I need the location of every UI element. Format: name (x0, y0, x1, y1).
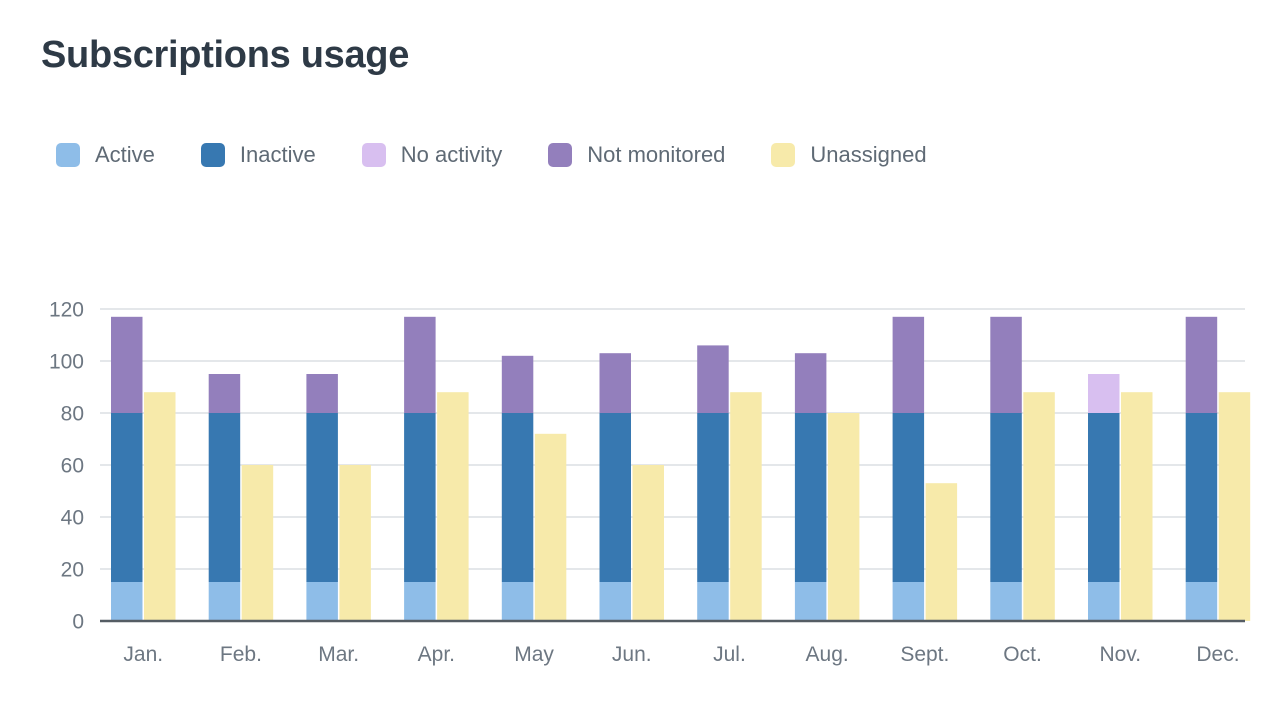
legend-item-not-monitored[interactable]: Not monitored (548, 142, 725, 168)
bar-unassigned (925, 483, 958, 621)
bar-active (501, 582, 534, 621)
x-tick-label: Aug. (806, 643, 849, 666)
x-tick-label: Feb. (220, 643, 262, 666)
bar-not-monitored (501, 355, 534, 413)
y-tick-label: 100 (49, 351, 84, 374)
bar-not-monitored (990, 316, 1022, 413)
legend-item-active[interactable]: Active (56, 142, 155, 168)
bar-unassigned (241, 465, 274, 621)
legend-swatch-no-activity (361, 143, 386, 167)
y-tick-label: 80 (61, 403, 84, 426)
bar-unassigned (632, 465, 664, 621)
y-tick-label: 20 (61, 559, 84, 582)
y-tick-label: 120 (49, 299, 84, 322)
bar-no-activity (1088, 374, 1120, 413)
x-tick-label: Dec. (1196, 643, 1239, 666)
bar-inactive (599, 413, 631, 582)
bar-not-monitored (794, 353, 827, 413)
bar-active (599, 582, 631, 621)
bar-inactive (208, 413, 241, 582)
bar-unassigned (339, 465, 371, 621)
bar-inactive (697, 413, 729, 582)
bar-inactive (1088, 413, 1120, 582)
legend-label-inactive: Inactive (239, 142, 316, 167)
bar-not-monitored (208, 374, 241, 413)
bar-not-monitored (404, 316, 436, 413)
bar-active (208, 582, 241, 621)
y-tick-label: 0 (72, 611, 84, 634)
bar-inactive (111, 413, 143, 582)
x-tick-label: Oct. (1003, 643, 1042, 666)
legend-label-active: Active (95, 142, 155, 167)
bar-unassigned (437, 392, 469, 621)
x-tick-label: Jun. (612, 643, 652, 666)
bar-inactive (306, 413, 338, 582)
legend-swatch-unassigned (771, 143, 796, 167)
bar-not-monitored (306, 374, 338, 413)
bar-not-monitored (599, 353, 631, 413)
bar-active (1088, 582, 1120, 621)
legend-swatch-not-monitored (548, 143, 573, 167)
x-tick-label: Jan. (123, 643, 163, 666)
bar-unassigned (144, 392, 176, 621)
bar-active (697, 582, 729, 621)
legend-item-unassigned[interactable]: Unassigned (771, 142, 927, 168)
legend-swatch-inactive (200, 143, 225, 167)
bar-inactive (990, 413, 1022, 582)
bar-active (794, 582, 827, 621)
x-tick-label: Mar. (318, 643, 359, 666)
chart-legend: Active Inactive No activity Not monitore… (56, 139, 973, 171)
x-tick-label: Jul. (713, 643, 746, 666)
bar-active (404, 582, 436, 621)
x-tick-label: Apr. (418, 643, 455, 666)
bar-not-monitored (892, 316, 925, 413)
bar-active (892, 582, 925, 621)
legend-label-unassigned: Unassigned (810, 142, 927, 167)
x-tick-label: Nov. (1099, 643, 1141, 666)
bar-inactive (404, 413, 436, 582)
bar-unassigned (1023, 392, 1055, 621)
bar-active (111, 582, 143, 621)
bar-not-monitored (1185, 316, 1218, 413)
legend-label-no-activity: No activity (400, 142, 503, 167)
bar-not-monitored (111, 316, 143, 413)
bar-active (306, 582, 338, 621)
x-tick-label: Sept. (900, 643, 949, 666)
y-tick-label: 40 (61, 507, 84, 530)
legend-item-inactive[interactable]: Inactive (200, 142, 316, 168)
bar-not-monitored (697, 345, 729, 413)
bar-unassigned (1218, 392, 1251, 621)
chart-title: Subscriptions usage (41, 34, 410, 76)
bar-unassigned (1121, 392, 1153, 621)
bar-unassigned (730, 392, 762, 621)
bar-inactive (892, 413, 925, 582)
bar-active (990, 582, 1022, 621)
bar-active (1185, 582, 1218, 621)
bar-inactive (794, 413, 827, 582)
legend-label-not-monitored: Not monitored (587, 142, 726, 167)
y-tick-label: 60 (61, 455, 84, 478)
bar-inactive (501, 413, 534, 582)
legend-swatch-active (56, 143, 80, 167)
bar-unassigned (827, 413, 860, 621)
legend-item-no-activity[interactable]: No activity (361, 142, 503, 168)
bar-inactive (1185, 413, 1218, 582)
x-tick-label: May (514, 643, 554, 666)
bar-unassigned (534, 433, 567, 621)
